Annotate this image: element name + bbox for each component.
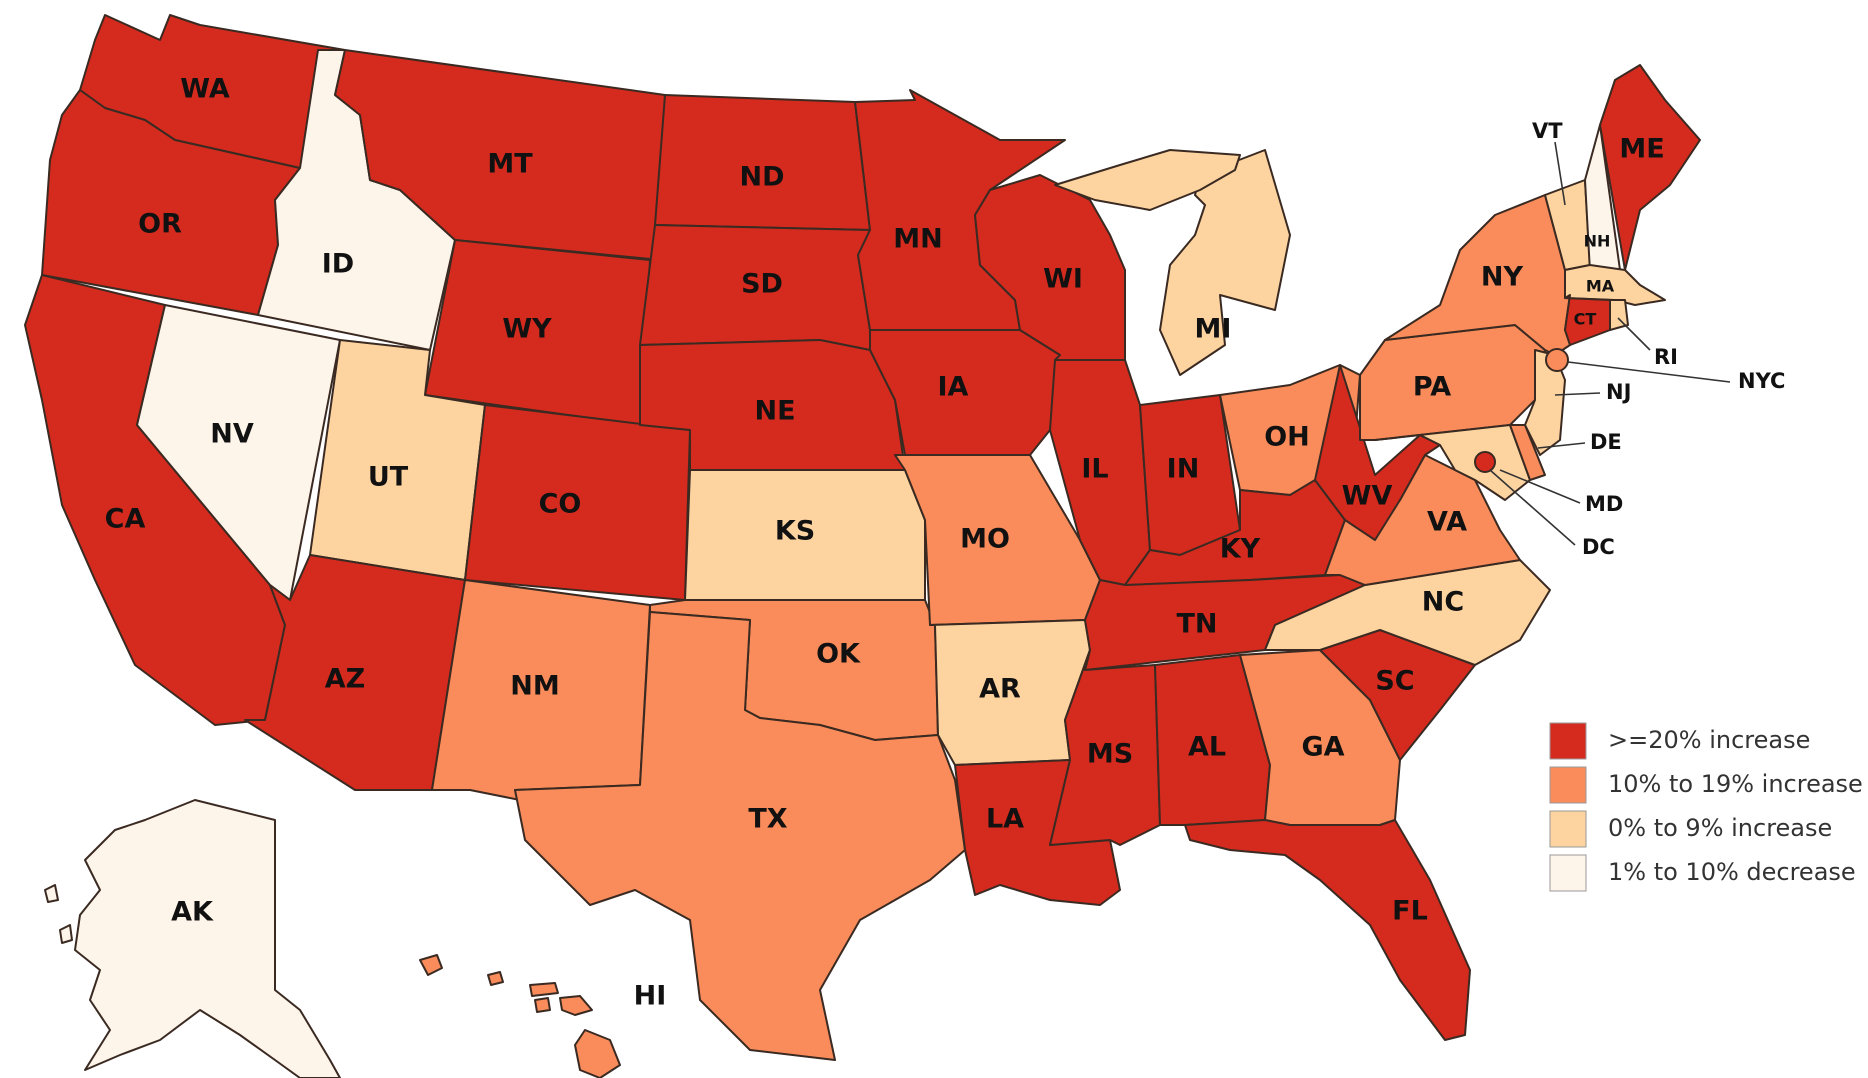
label-NY: NY <box>1481 262 1524 293</box>
legend-swatch-0 <box>1549 722 1587 760</box>
legend-label-1: 10% to 19% increase <box>1608 770 1863 798</box>
label-CA: CA <box>105 504 146 535</box>
label-WY: WY <box>502 314 552 345</box>
callout-DC: DC <box>1582 535 1615 559</box>
label-PA: PA <box>1413 372 1451 403</box>
callout-VT: VT <box>1532 119 1563 143</box>
label-NM: NM <box>510 671 559 702</box>
label-IN: IN <box>1167 454 1200 485</box>
label-AZ: AZ <box>325 664 365 695</box>
state-FL[interactable] <box>1184 819 1471 1041</box>
label-NV: NV <box>210 419 254 450</box>
state-AK[interactable] <box>44 799 341 1078</box>
label-MO: MO <box>960 524 1010 555</box>
label-SC: SC <box>1375 666 1414 697</box>
state-ME[interactable] <box>1599 64 1701 271</box>
label-MI: MI <box>1195 314 1232 345</box>
label-OR: OR <box>138 209 182 240</box>
callout-NJ: NJ <box>1606 380 1631 404</box>
state-AZ[interactable] <box>244 554 466 791</box>
label-ME: ME <box>1619 134 1664 165</box>
label-WV: WV <box>1342 481 1393 512</box>
label-HI: HI <box>634 981 667 1012</box>
state-KS[interactable] <box>684 469 926 601</box>
legend-swatch-2 <box>1549 810 1587 848</box>
label-GA: GA <box>1301 732 1344 763</box>
callout-MD: MD <box>1585 492 1623 516</box>
label-WI: WI <box>1043 264 1083 295</box>
label-KY: KY <box>1220 534 1261 565</box>
label-WA: WA <box>180 74 230 105</box>
label-TX: TX <box>748 804 787 835</box>
leader-MD <box>1499 469 1581 504</box>
label-ID: ID <box>322 249 354 280</box>
label-TN: TN <box>1176 609 1217 640</box>
callout-DE: DE <box>1590 430 1622 454</box>
state-DE[interactable] <box>1509 424 1546 481</box>
label-OK: OK <box>816 639 861 670</box>
label-MS: MS <box>1087 739 1133 770</box>
label-CO: CO <box>539 489 582 520</box>
label-LA: LA <box>986 804 1024 835</box>
label-AK: AK <box>171 897 214 928</box>
label-AL: AL <box>1188 732 1226 763</box>
label-NC: NC <box>1422 587 1464 618</box>
state-MI[interactable] <box>1054 149 1291 376</box>
label-MA: MA <box>1586 277 1615 296</box>
label-SD: SD <box>741 269 783 300</box>
state-TX[interactable] <box>514 611 966 1061</box>
callout-NYC: NYC <box>1738 369 1785 393</box>
label-CT: CT <box>1574 310 1597 329</box>
callout-RI: RI <box>1654 345 1678 369</box>
leader-VT <box>1554 141 1566 206</box>
label-NE: NE <box>754 396 795 427</box>
state-DC[interactable] <box>1474 451 1496 473</box>
leader-NJ <box>1554 392 1601 396</box>
label-AR: AR <box>979 674 1021 705</box>
leader-DE <box>1537 442 1586 449</box>
label-IL: IL <box>1081 454 1108 485</box>
state-PA[interactable] <box>1359 324 1546 441</box>
label-OH: OH <box>1264 422 1310 453</box>
label-ND: ND <box>739 162 784 193</box>
legend-label-2: 0% to 9% increase <box>1608 814 1832 842</box>
state-NYC[interactable] <box>1545 348 1569 372</box>
legend-swatch-1 <box>1549 766 1587 804</box>
label-MN: MN <box>893 224 942 255</box>
label-NH: NH <box>1584 232 1611 251</box>
label-IA: IA <box>938 372 969 403</box>
map-legend: >=20% increase 10% to 19% increase 0% to… <box>1549 722 1863 892</box>
label-VA: VA <box>1427 507 1467 538</box>
leader-DC <box>1489 469 1576 546</box>
label-FL: FL <box>1392 896 1428 927</box>
label-MT: MT <box>487 149 533 180</box>
state-WV[interactable] <box>1314 364 1441 541</box>
leader-RI <box>1617 317 1651 351</box>
legend-label-0: >=20% increase <box>1608 726 1810 754</box>
label-UT: UT <box>368 462 409 493</box>
legend-label-3: 1% to 10% decrease <box>1608 858 1856 886</box>
state-HI[interactable] <box>419 954 621 1078</box>
label-KS: KS <box>775 516 815 547</box>
leader-NYC <box>1567 361 1731 383</box>
legend-swatch-3 <box>1549 854 1587 892</box>
